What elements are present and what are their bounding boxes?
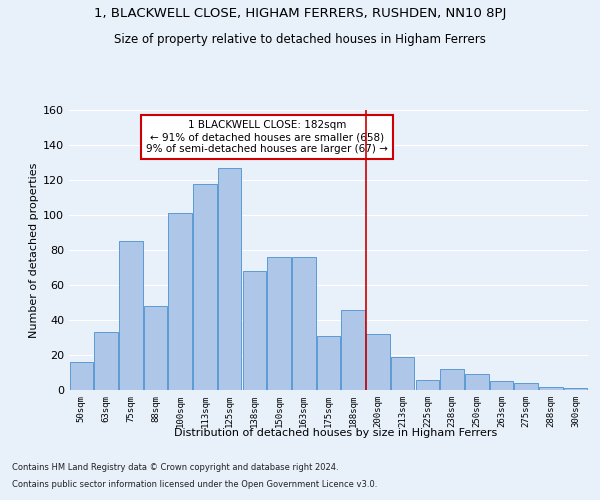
Bar: [539, 386, 563, 390]
Bar: [119, 242, 143, 390]
Text: Distribution of detached houses by size in Higham Ferrers: Distribution of detached houses by size …: [175, 428, 497, 438]
Y-axis label: Number of detached properties: Number of detached properties: [29, 162, 39, 338]
Text: 1 BLACKWELL CLOSE: 182sqm
← 91% of detached houses are smaller (658)
9% of semi-: 1 BLACKWELL CLOSE: 182sqm ← 91% of detac…: [146, 120, 388, 154]
Bar: [391, 357, 415, 390]
Bar: [144, 306, 167, 390]
Bar: [94, 332, 118, 390]
Bar: [366, 334, 389, 390]
Bar: [292, 257, 316, 390]
Bar: [490, 381, 513, 390]
Bar: [70, 362, 93, 390]
Text: Size of property relative to detached houses in Higham Ferrers: Size of property relative to detached ho…: [114, 32, 486, 46]
Bar: [317, 336, 340, 390]
Bar: [193, 184, 217, 390]
Text: 1, BLACKWELL CLOSE, HIGHAM FERRERS, RUSHDEN, NN10 8PJ: 1, BLACKWELL CLOSE, HIGHAM FERRERS, RUSH…: [94, 8, 506, 20]
Text: Contains HM Land Registry data © Crown copyright and database right 2024.: Contains HM Land Registry data © Crown c…: [12, 462, 338, 471]
Bar: [564, 388, 587, 390]
Bar: [514, 383, 538, 390]
Bar: [169, 213, 192, 390]
Bar: [242, 271, 266, 390]
Bar: [341, 310, 365, 390]
Bar: [440, 369, 464, 390]
Bar: [465, 374, 488, 390]
Bar: [218, 168, 241, 390]
Bar: [416, 380, 439, 390]
Bar: [268, 257, 291, 390]
Text: Contains public sector information licensed under the Open Government Licence v3: Contains public sector information licen…: [12, 480, 377, 489]
